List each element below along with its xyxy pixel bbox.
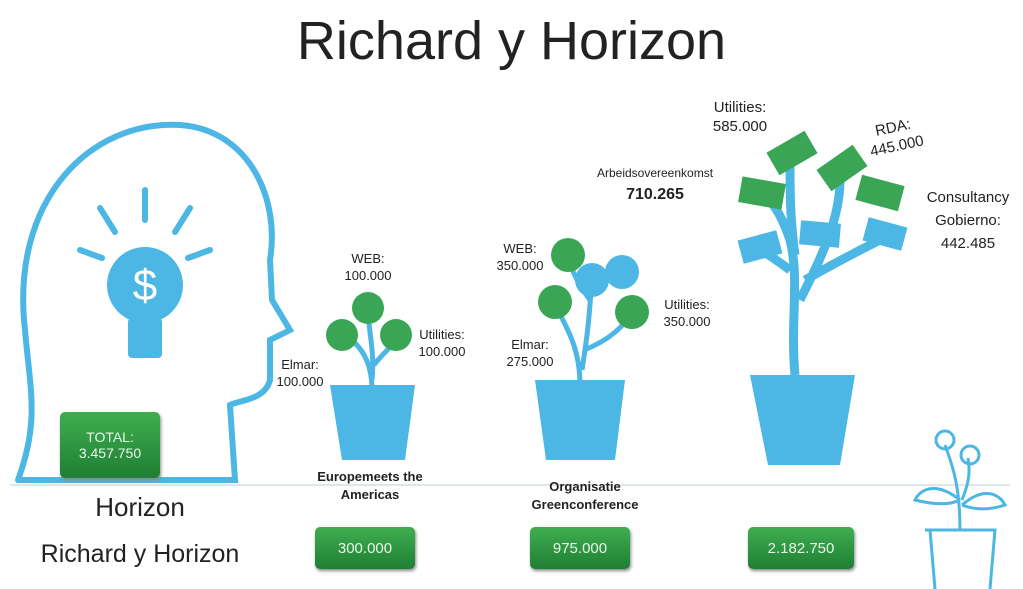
bulb-base <box>128 318 162 358</box>
text: Elmar: <box>281 357 319 372</box>
total-value: 3.457.750 <box>78 445 142 461</box>
item-label: Utilities: 350.000 <box>652 296 722 330</box>
shape <box>551 238 585 272</box>
shape <box>326 319 358 351</box>
head-name: Horizon <box>95 492 185 522</box>
text: Utilities: <box>419 327 465 342</box>
plant-total: 975.000 <box>530 527 630 569</box>
shape <box>172 205 193 235</box>
total-box: TOTAL: 3.457.750 <box>60 412 160 478</box>
small-plant <box>912 429 1008 589</box>
shape <box>799 220 841 248</box>
shape <box>934 429 956 451</box>
bulb <box>107 247 183 323</box>
shape <box>912 487 1008 511</box>
shape <box>766 130 818 176</box>
bills <box>737 130 908 264</box>
text: Arbeidsovereenkomst <box>596 166 714 180</box>
shape <box>185 247 213 261</box>
bulb-dollar: $ <box>133 261 157 310</box>
item-label: Elmar: 100.000 <box>262 356 338 390</box>
text: 350.000 <box>663 314 711 329</box>
shape <box>380 319 412 351</box>
text: Utilities: <box>664 297 710 312</box>
item-label: Utilities: 585.000 <box>700 98 780 136</box>
shape <box>575 263 609 297</box>
plant-name: Organisatie Greenconference <box>531 479 639 512</box>
text: 275.000 <box>506 354 554 369</box>
shape <box>15 121 295 483</box>
shape <box>959 444 981 466</box>
shape <box>855 174 905 212</box>
title: Richard y Horizon <box>296 11 727 71</box>
text: Consultancy Gobierno: <box>926 189 1010 229</box>
shape <box>943 444 971 531</box>
item-label: Consultancy Gobierno: 442.485 <box>918 186 1018 255</box>
shape <box>615 295 649 329</box>
shape <box>925 528 997 589</box>
item-label: WEB: 100.000 <box>330 250 406 284</box>
text: 100.000 <box>276 374 324 389</box>
shape <box>862 217 908 251</box>
coins <box>538 238 649 329</box>
item-label: Arbeidsovereenkomst 710.265 <box>575 162 735 206</box>
shape <box>738 176 786 210</box>
coins <box>326 292 412 351</box>
plant-total: 300.000 <box>315 527 415 569</box>
pot <box>535 380 625 460</box>
text: 350.000 <box>496 258 544 273</box>
text: WEB: <box>351 251 385 266</box>
shape <box>816 144 868 192</box>
shape <box>737 230 783 264</box>
head-subname: Richard y Horizon <box>40 540 240 568</box>
shape <box>97 205 118 235</box>
text: 100.000 <box>344 268 392 283</box>
total-label: TOTAL: <box>86 429 134 445</box>
shape <box>352 292 384 324</box>
item-label: Elmar: 275.000 <box>500 336 560 370</box>
shape <box>605 255 639 289</box>
text: WEB: <box>503 241 537 256</box>
text: Elmar: <box>511 337 549 352</box>
head-outline <box>15 121 295 483</box>
plant-name: Europemeets the Americas <box>317 469 423 502</box>
text: 100.000 <box>418 344 466 359</box>
text: 442.485 <box>940 235 996 252</box>
item-label: Utilities: 100.000 <box>404 326 480 360</box>
pot <box>330 385 415 460</box>
text: 585.000 <box>712 118 768 135</box>
shape <box>77 247 105 261</box>
plant-total: 2.182.750 <box>748 527 854 569</box>
pot <box>750 375 855 465</box>
stem <box>552 254 635 386</box>
item-label: WEB: 350.000 <box>490 240 550 274</box>
shape <box>538 285 572 319</box>
text: Utilities: <box>713 99 767 116</box>
text: 710.265 <box>626 186 684 203</box>
